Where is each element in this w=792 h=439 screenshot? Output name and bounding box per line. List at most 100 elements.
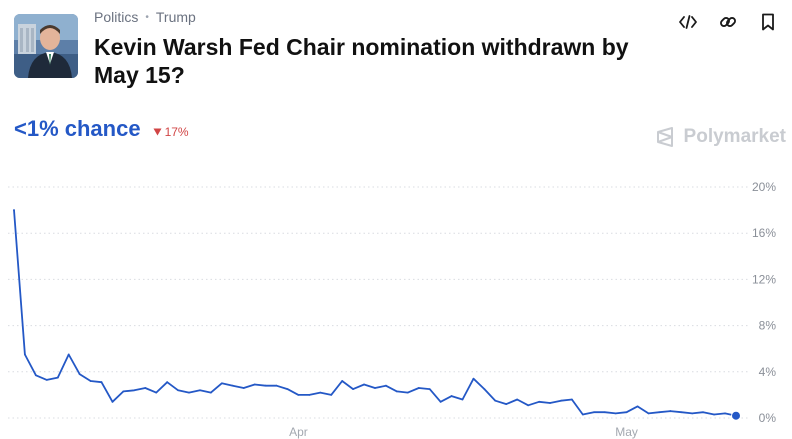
- data-point: [341, 380, 344, 382]
- breadcrumb-politics[interactable]: Politics: [94, 9, 139, 25]
- bookmark-button[interactable]: [758, 10, 778, 34]
- bookmark-icon: [762, 13, 774, 31]
- data-point: [571, 398, 573, 401]
- data-point: [614, 412, 617, 415]
- data-point: [724, 412, 726, 415]
- data-point: [702, 411, 705, 414]
- data-point: [253, 383, 256, 386]
- data-point: [669, 410, 672, 412]
- brand-name: Polymarket: [683, 126, 786, 147]
- data-point: [166, 381, 169, 384]
- data-point: [210, 391, 212, 394]
- data-point: [560, 399, 562, 402]
- data-point: [713, 413, 716, 416]
- y-tick-label: 4%: [759, 365, 777, 379]
- probability-line: [13, 209, 737, 417]
- data-point: [658, 411, 661, 414]
- link-icon: [720, 17, 736, 27]
- data-point: [13, 209, 15, 211]
- breadcrumb: Politics • Trump: [94, 9, 196, 25]
- data-point: [450, 395, 453, 397]
- x-tick-label: May: [615, 425, 638, 439]
- polymarket-brand: Polymarket: [656, 126, 786, 148]
- breadcrumb-trump[interactable]: Trump: [155, 9, 196, 25]
- chance-value: <1% chance: [14, 116, 141, 141]
- data-point: [581, 413, 584, 416]
- embed-button[interactable]: [678, 10, 698, 34]
- data-point: [56, 376, 59, 379]
- data-point: [319, 391, 322, 394]
- code-icon: [679, 15, 697, 29]
- data-point: [24, 353, 26, 356]
- breadcrumb-separator: •: [145, 11, 149, 23]
- data-point: [231, 384, 234, 387]
- data-point: [494, 399, 497, 402]
- market-image: [14, 14, 78, 78]
- y-tick-label: 16%: [752, 226, 776, 240]
- data-point: [111, 400, 114, 403]
- data-point: [483, 388, 486, 391]
- probability-row: <1% chance 17%: [14, 116, 189, 142]
- data-point: [286, 388, 289, 391]
- data-point: [78, 373, 81, 376]
- triangle-down-icon: [153, 128, 162, 136]
- data-point: [199, 389, 201, 392]
- portrait-image: [14, 14, 78, 78]
- data-point: [549, 402, 551, 404]
- data-point: [680, 411, 683, 414]
- data-point: [177, 389, 179, 392]
- y-tick-label: 20%: [752, 180, 776, 194]
- data-point: [45, 378, 48, 381]
- data-point: [308, 394, 311, 396]
- market-title: Kevin Warsh Fed Chair nomination withdra…: [94, 34, 629, 88]
- data-point: [188, 391, 190, 394]
- data-point: [264, 384, 267, 387]
- data-point: [406, 391, 409, 394]
- data-point: [461, 398, 464, 401]
- data-point: [242, 387, 245, 389]
- y-tick-label: 12%: [752, 272, 776, 286]
- data-point: [691, 412, 694, 415]
- data-point: [122, 390, 125, 393]
- action-bar: [678, 10, 778, 34]
- data-point: [516, 398, 519, 401]
- data-point: [439, 400, 442, 403]
- data-point: [352, 388, 355, 391]
- data-point: [374, 387, 376, 389]
- data-point: [220, 382, 223, 385]
- data-point: [34, 374, 37, 377]
- data-point: [144, 387, 147, 389]
- data-point: [592, 411, 595, 414]
- current-point-marker: [731, 410, 741, 421]
- data-point: [100, 381, 103, 384]
- data-point: [155, 391, 158, 394]
- y-tick-label: 0%: [759, 411, 777, 425]
- data-point: [505, 403, 508, 406]
- data-points: [13, 209, 737, 417]
- change-badge: 17%: [153, 125, 189, 139]
- price-chart[interactable]: 0% 4% 8% 12% 16% 20% Apr May: [0, 170, 792, 439]
- data-point: [67, 353, 70, 356]
- x-tick-label: Apr: [289, 425, 308, 439]
- data-point: [297, 394, 300, 396]
- data-point: [330, 394, 333, 396]
- data-point: [417, 387, 420, 389]
- data-point: [472, 377, 475, 380]
- data-point: [636, 405, 639, 408]
- polymarket-logo-icon: [656, 127, 673, 147]
- x-axis-labels: Apr May: [289, 425, 638, 439]
- change-value: 17%: [164, 125, 189, 139]
- data-point: [363, 383, 365, 386]
- data-point: [275, 384, 278, 387]
- y-axis-labels: 0% 4% 8% 12% 16% 20%: [752, 180, 776, 425]
- data-point: [395, 390, 398, 393]
- data-point: [647, 412, 650, 415]
- data-point: [133, 389, 136, 392]
- data-point: [603, 411, 606, 414]
- data-point: [89, 380, 92, 382]
- data-point: [625, 411, 628, 414]
- data-point: [385, 384, 387, 387]
- copy-link-button[interactable]: [718, 10, 738, 34]
- data-point: [538, 400, 540, 403]
- chart-grid: [8, 186, 750, 419]
